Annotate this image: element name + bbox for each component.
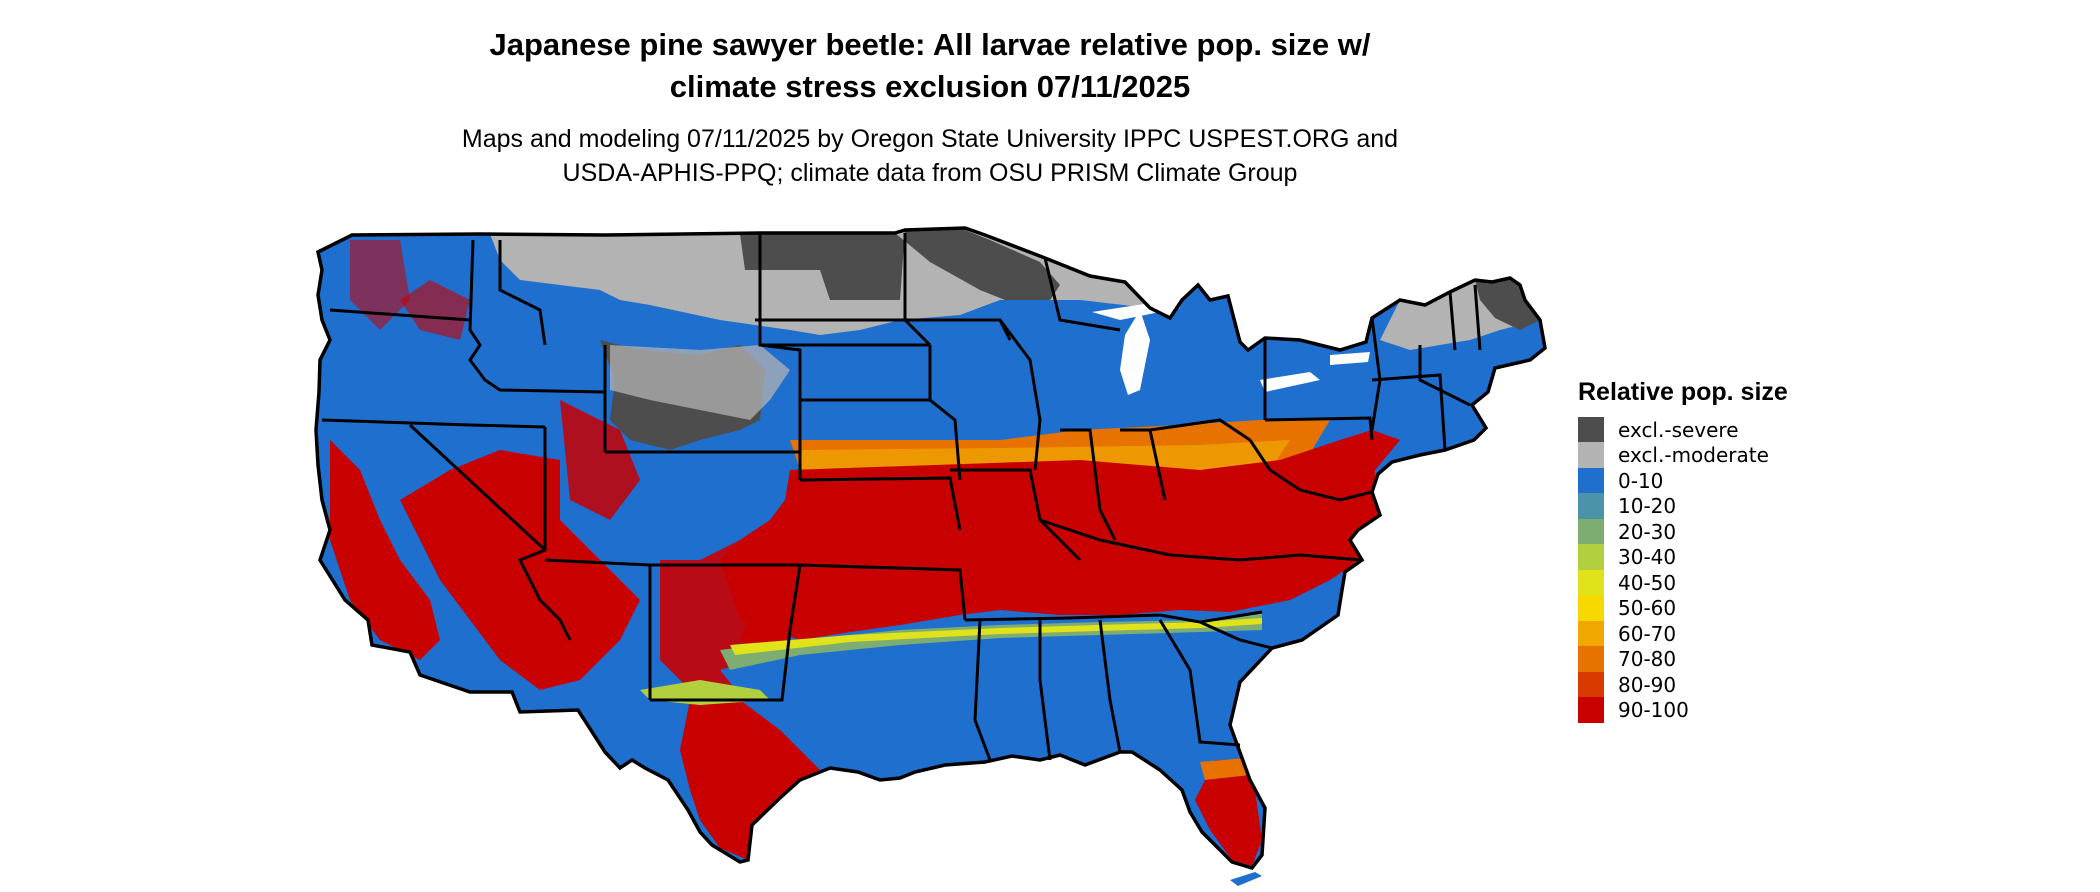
legend-swatch — [1578, 544, 1604, 571]
legend-swatch — [1578, 671, 1604, 698]
map-title: Japanese pine sawyer beetle: All larvae … — [250, 24, 1610, 108]
legend-swatch — [1578, 569, 1604, 596]
legend-items: excl.-severe excl.-moderate 0-10 10-20 20-30… — [1578, 416, 1788, 724]
legend-title: Relative pop. size — [1578, 378, 1788, 406]
legend-swatch — [1578, 493, 1604, 520]
legend-item: 90-100 — [1578, 697, 1788, 724]
legend-swatch — [1578, 646, 1604, 673]
legend-swatch — [1578, 518, 1604, 545]
legend-label: 20-30 — [1618, 519, 1677, 544]
legend-label: 70-80 — [1618, 647, 1677, 672]
legend-label: excl.-moderate — [1618, 443, 1769, 468]
map-subtitle: Maps and modeling 07/11/2025 by Oregon S… — [250, 122, 1610, 190]
legend-item: 40-50 — [1578, 569, 1788, 596]
legend-label: 80-90 — [1618, 672, 1677, 697]
state-boundaries — [321, 233, 1482, 761]
legend-label: 0-10 — [1618, 468, 1664, 493]
legend-swatch — [1578, 467, 1604, 494]
legend-label: 50-60 — [1618, 596, 1677, 621]
legend-item: excl.-severe — [1578, 416, 1788, 443]
legend-swatch — [1578, 620, 1604, 647]
legend-item: excl.-moderate — [1578, 442, 1788, 469]
legend-label: 60-70 — [1618, 621, 1677, 646]
legend-swatch — [1578, 697, 1604, 724]
map-subtitle-line-2: USDA-APHIS-PPQ; climate data from OSU PR… — [562, 159, 1298, 187]
legend-label: excl.-severe — [1618, 417, 1739, 442]
us-map — [314, 226, 1547, 886]
legend-label: 30-40 — [1618, 545, 1677, 570]
legend-item: 10-20 — [1578, 493, 1788, 520]
legend-item: 50-60 — [1578, 595, 1788, 622]
legend-item: 70-80 — [1578, 646, 1788, 673]
map-title-line-2: climate stress exclusion 07/11/2025 — [669, 69, 1191, 104]
legend-swatch — [1578, 416, 1604, 443]
legend-swatch — [1578, 442, 1604, 469]
legend-item: 20-30 — [1578, 518, 1788, 545]
legend: Relative pop. size excl.-severe excl.-mod… — [1578, 378, 1788, 724]
legend-item: 0-10 — [1578, 467, 1788, 494]
map-title-line-1: Japanese pine sawyer beetle: All larvae … — [489, 27, 1371, 62]
legend-label: 90-100 — [1618, 698, 1689, 723]
legend-swatch — [1578, 595, 1604, 622]
coastal-islands — [429, 448, 1352, 886]
legend-item: 80-90 — [1578, 671, 1788, 698]
legend-label: 40-50 — [1618, 570, 1677, 595]
legend-item: 60-70 — [1578, 620, 1788, 647]
legend-label: 10-20 — [1618, 494, 1677, 519]
map-subtitle-line-1: Maps and modeling 07/11/2025 by Oregon S… — [461, 125, 1399, 153]
legend-item: 30-40 — [1578, 544, 1788, 571]
us-outline — [314, 226, 1547, 871]
